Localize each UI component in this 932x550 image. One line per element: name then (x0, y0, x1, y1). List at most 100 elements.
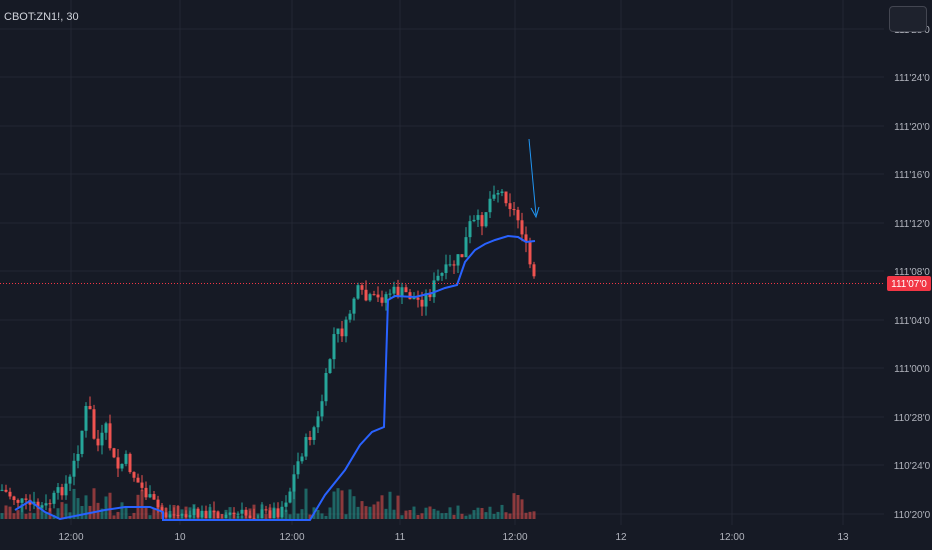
volume-bar (440, 513, 444, 519)
price-tick-label: 110'28'0 (894, 413, 931, 424)
volume-bar (128, 515, 132, 519)
candle-body (136, 477, 140, 483)
volume-bar (528, 511, 532, 519)
candle-body (420, 299, 424, 307)
volume-bar (412, 506, 416, 519)
volume-bar (484, 512, 488, 519)
candle-body (24, 498, 28, 500)
candle-body (480, 215, 484, 227)
volume-bar (500, 504, 504, 519)
candle-body (396, 286, 400, 297)
candle-body (232, 512, 236, 515)
volume-bar (76, 498, 80, 519)
candle-body (400, 287, 404, 297)
time-tick-label: 12:00 (719, 532, 744, 543)
candle-body (124, 453, 128, 464)
volume-bar (0, 513, 4, 519)
candle-body (196, 508, 200, 518)
time-axis[interactable]: 12:00 10 12:00 11 12:00 12 12:00 13 (58, 532, 849, 543)
volume-bar (508, 513, 512, 519)
candle-body (216, 512, 220, 518)
volume-bar (40, 504, 44, 519)
volume-bar (404, 510, 408, 519)
volume-bar (144, 505, 148, 519)
arrow-shaft (528, 138, 537, 216)
candle-body (476, 215, 480, 220)
volume-bar (492, 513, 496, 519)
candle-body (0, 489, 4, 491)
candle-body (492, 194, 496, 199)
price-tick-label: 111'04'0 (894, 316, 930, 327)
candle-body (448, 264, 452, 266)
volume-bar (368, 506, 372, 519)
candle-body (112, 448, 116, 458)
time-tick-label: 12:00 (58, 532, 83, 543)
candle-body (192, 508, 196, 516)
candle-body (432, 280, 436, 298)
volume-bar (364, 506, 368, 519)
volume-bar (64, 503, 68, 519)
volume-bar (504, 512, 508, 519)
price-axis[interactable]: 111'28'0111'24'0111'20'0111'16'0111'12'0… (887, 25, 931, 521)
candle-body (72, 460, 76, 477)
candlestick-series (0, 185, 536, 521)
volume-bar (532, 511, 536, 519)
volume-bar (420, 513, 424, 519)
candle-body (212, 510, 216, 513)
candle-body (116, 457, 120, 469)
candle-body (364, 289, 368, 301)
price-tick-label: 111'20'0 (894, 122, 930, 133)
candle-body (56, 487, 60, 493)
candle-body (428, 293, 432, 298)
candle-body (500, 191, 504, 193)
volume-bar (148, 515, 152, 519)
volume-bar (320, 513, 324, 519)
volume-bar (24, 513, 28, 519)
volume-bar (496, 511, 500, 519)
time-tick-label: 10 (174, 532, 186, 543)
candle-body (48, 503, 52, 505)
volume-bar (480, 508, 484, 519)
candle-body (452, 264, 456, 266)
volume-bar (408, 510, 412, 519)
candle-body (456, 254, 460, 266)
volume-bar (468, 514, 472, 519)
candle-body (504, 191, 508, 204)
time-tick-label: 11 (395, 532, 406, 543)
candle-body (52, 492, 56, 504)
volume-bar (512, 493, 516, 519)
candle-body (464, 237, 468, 258)
volume-bar (488, 506, 492, 519)
volume-bar (324, 515, 328, 519)
price-tick-label: 111'16'0 (894, 170, 930, 181)
candle-body (392, 286, 396, 294)
candle-body (436, 275, 440, 281)
candle-body (16, 500, 20, 503)
volume-bar (8, 506, 12, 519)
candle-body (344, 319, 348, 337)
volume-bar (60, 502, 64, 519)
volume-bar (328, 507, 332, 519)
volume-bar (448, 507, 452, 519)
candle-body (372, 294, 376, 296)
volume-bar (336, 488, 340, 519)
candle-body (460, 254, 464, 258)
candle-body (444, 264, 448, 273)
volume-bar (116, 511, 120, 519)
candle-body (468, 221, 472, 238)
symbol-label[interactable]: CBOT:ZN1!, 30 (4, 11, 79, 23)
price-tick-label: 111'12'0 (894, 219, 930, 230)
candle-body (228, 512, 232, 515)
volume-bar (140, 489, 144, 519)
volume-bar (524, 512, 528, 519)
volume-bar (356, 506, 360, 519)
volume-bar (288, 514, 292, 519)
candle-body (296, 461, 300, 475)
volume-bar (28, 512, 32, 519)
chart-settings-button[interactable] (889, 6, 927, 32)
current-price-value: 111'07'0 (891, 279, 927, 290)
candle-body (356, 285, 360, 299)
volume-bar (520, 499, 524, 519)
annotation-arrow[interactable] (528, 138, 540, 219)
